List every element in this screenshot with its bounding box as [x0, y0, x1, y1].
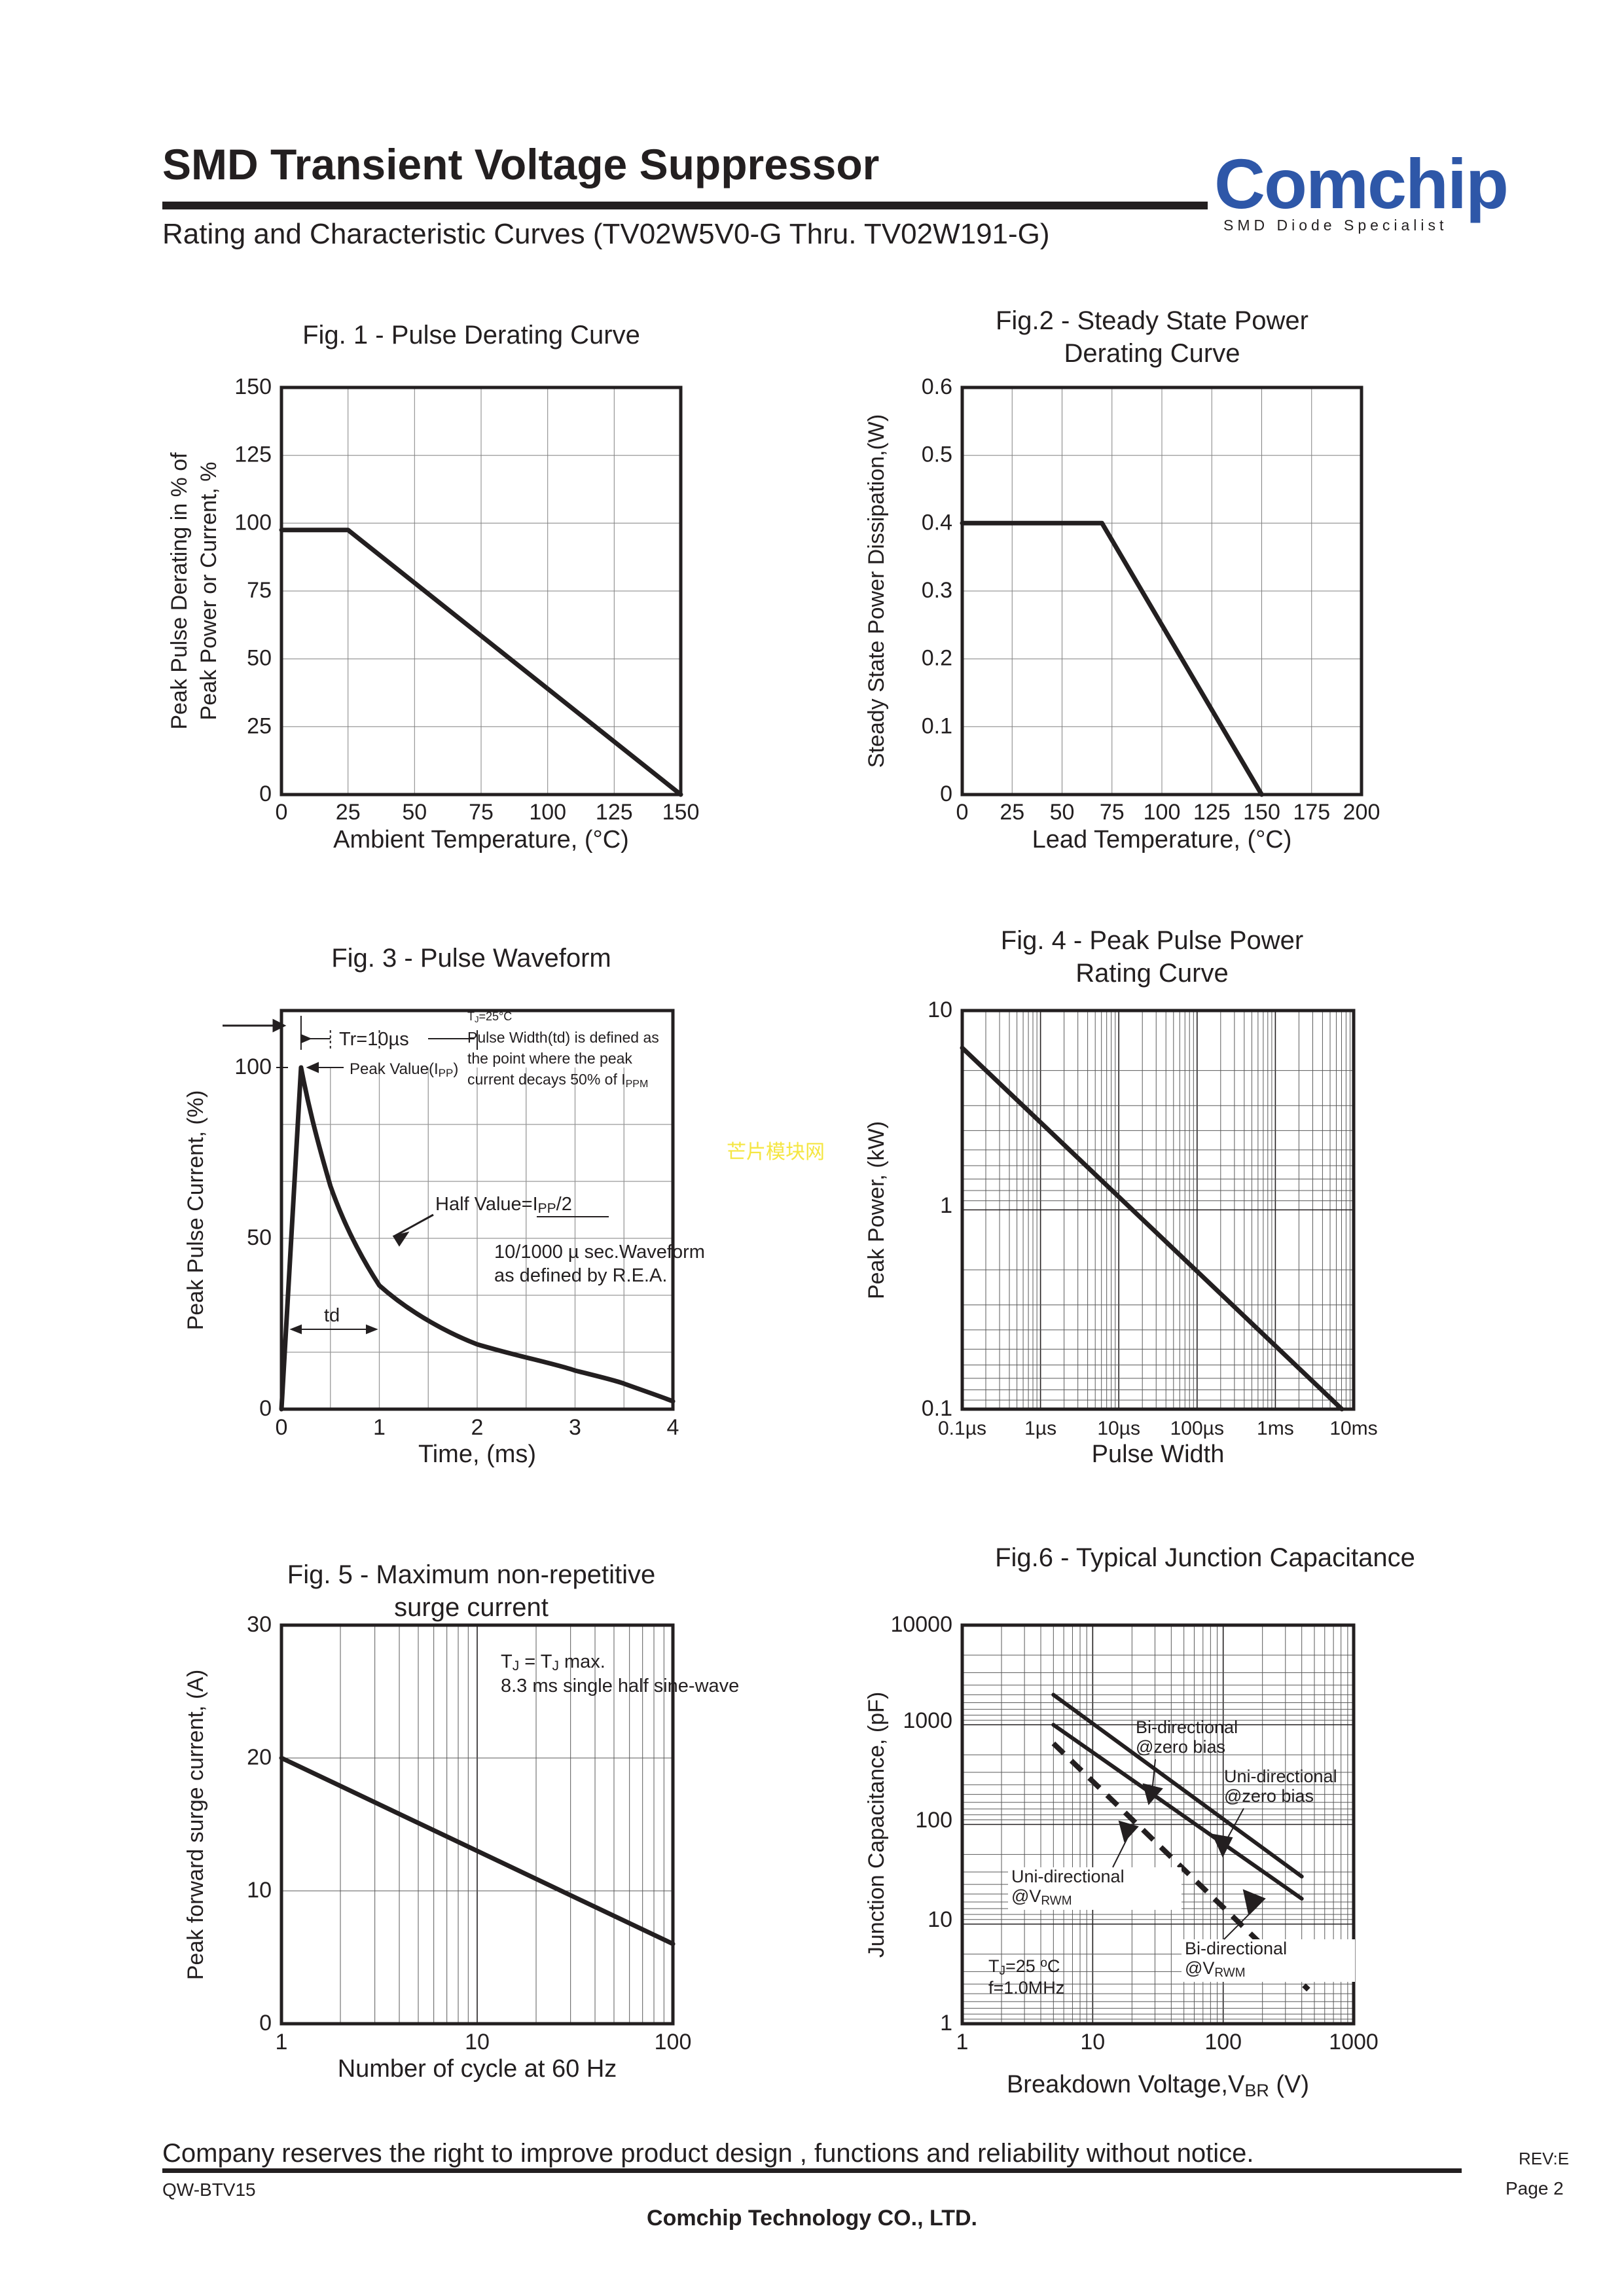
svg-text:125: 125	[1193, 800, 1231, 825]
svg-text:Ambient Temperature, (°C): Ambient Temperature, (°C)	[333, 826, 629, 853]
svg-text:100: 100	[1144, 800, 1181, 825]
svg-text:175: 175	[1293, 800, 1330, 825]
svg-text:0: 0	[276, 1415, 288, 1440]
svg-text:10: 10	[465, 2030, 490, 2054]
svg-text:Uni-directional: Uni-directional	[1224, 1767, 1337, 1786]
svg-text:Bi-directional: Bi-directional	[1185, 1939, 1287, 1958]
svg-text:1: 1	[276, 2030, 288, 2054]
svg-text:20: 20	[247, 1745, 272, 1770]
svg-text:Half Value=IPP/2: Half Value=IPP/2	[435, 1194, 572, 1216]
svg-text:Peak Pulse Current, (%): Peak Pulse Current, (%)	[183, 1090, 208, 1331]
svg-text:the point where the peak: the point where the peak	[467, 1050, 632, 1067]
svg-text:TJ=25°C: TJ=25°C	[467, 1010, 512, 1024]
svg-text:150: 150	[234, 374, 272, 399]
svg-text:Peak forward surge current, (A: Peak forward surge current, (A)	[183, 1670, 208, 1980]
svg-text:50: 50	[247, 1225, 272, 1250]
svg-text:0: 0	[259, 781, 272, 806]
svg-text:0: 0	[940, 781, 952, 806]
svg-text:125: 125	[234, 442, 272, 467]
svg-text:TJ=25 oC: TJ=25 oC	[988, 1956, 1060, 1978]
svg-text:2: 2	[471, 1415, 484, 1440]
svg-text:0.4: 0.4	[922, 510, 952, 535]
svg-text:100: 100	[529, 800, 566, 825]
svg-text:current decays 50% of IPPM: current decays 50% of IPPM	[467, 1071, 648, 1090]
svg-text:0.1µs: 0.1µs	[938, 1418, 986, 1439]
svg-text:0: 0	[276, 800, 288, 825]
svg-text:TJ = TJ max.: TJ = TJ max.	[501, 1651, 605, 1674]
svg-text:0.2: 0.2	[922, 646, 952, 671]
svg-text:75: 75	[1100, 800, 1125, 825]
svg-text:25: 25	[247, 713, 272, 738]
svg-text:Pulse Width: Pulse Width	[1092, 1441, 1225, 1468]
svg-text:10: 10	[1080, 2030, 1105, 2054]
svg-text:150: 150	[1243, 800, 1280, 825]
svg-text:10ms: 10ms	[1329, 1418, 1377, 1439]
svg-text:100µs: 100µs	[1170, 1418, 1224, 1439]
svg-text:100: 100	[655, 2030, 692, 2054]
svg-text:1ms: 1ms	[1257, 1418, 1294, 1439]
svg-text:125: 125	[596, 800, 633, 825]
svg-text:75: 75	[469, 800, 494, 825]
svg-text:1: 1	[940, 2011, 952, 2036]
svg-text:Junction Capacitance, (pF): Junction Capacitance, (pF)	[864, 1692, 889, 1958]
svg-text:10: 10	[247, 1878, 272, 1903]
svg-text:Bi-directional: Bi-directional	[1136, 1717, 1238, 1737]
svg-text:1000: 1000	[1329, 2030, 1379, 2054]
svg-text:0: 0	[956, 800, 969, 825]
svg-text:1µs: 1µs	[1024, 1418, 1056, 1439]
svg-text:SMD Diode Specialist: SMD Diode Specialist	[1223, 217, 1447, 234]
svg-text:1: 1	[373, 1415, 386, 1440]
svg-text:1: 1	[940, 1193, 952, 1218]
svg-text:0.1: 0.1	[922, 713, 952, 738]
svg-text:Number of cycle at 60 Hz: Number of cycle at 60 Hz	[338, 2055, 617, 2083]
svg-text:td: td	[324, 1305, 340, 1326]
svg-text:@zero bias: @zero bias	[1136, 1737, 1225, 1757]
svg-text:10: 10	[928, 997, 952, 1022]
svg-text:Tr=10µs: Tr=10µs	[339, 1029, 409, 1050]
svg-text:f=1.0MHz: f=1.0MHz	[988, 1978, 1064, 1998]
svg-text:Breakdown Voltage,VBR (V): Breakdown Voltage,VBR (V)	[1007, 2071, 1309, 2100]
svg-text:0.5: 0.5	[922, 442, 952, 467]
svg-text:0: 0	[259, 1396, 272, 1421]
svg-text:10µs: 10µs	[1097, 1418, 1140, 1439]
svg-text:100: 100	[1204, 2030, 1242, 2054]
svg-text:100: 100	[915, 1808, 952, 1833]
svg-text:0: 0	[259, 2011, 272, 2036]
svg-text:4: 4	[667, 1415, 679, 1440]
svg-text:10/1000 µ sec.Waveform: 10/1000 µ sec.Waveform	[494, 1242, 705, 1263]
svg-text:100: 100	[234, 510, 272, 535]
svg-text:as defined by R.E.A.: as defined by R.E.A.	[494, 1265, 667, 1286]
svg-text:200: 200	[1343, 800, 1380, 825]
svg-text:0.6: 0.6	[922, 374, 952, 399]
svg-text:Peak Pulse Derating in % of: Peak Pulse Derating in % of	[167, 452, 192, 730]
svg-text:50: 50	[247, 646, 272, 671]
svg-text:Pulse Width(td) is defined as: Pulse Width(td) is defined as	[467, 1029, 659, 1046]
svg-text:Uni-directional: Uni-directional	[1011, 1867, 1125, 1886]
svg-text:Peak Power or Current, %: Peak Power or Current, %	[196, 462, 221, 721]
svg-text:8.3 ms single half sine-wave: 8.3 ms single half sine-wave	[501, 1676, 739, 1696]
svg-text:1: 1	[956, 2030, 969, 2054]
svg-text:10000: 10000	[890, 1612, 952, 1637]
svg-text:100: 100	[234, 1054, 272, 1079]
svg-text:@zero bias: @zero bias	[1224, 1786, 1314, 1806]
svg-text:150: 150	[662, 800, 700, 825]
svg-text:25: 25	[336, 800, 361, 825]
svg-text:3: 3	[569, 1415, 581, 1440]
svg-text:75: 75	[247, 578, 272, 603]
svg-text:30: 30	[247, 1612, 272, 1637]
svg-text:Lead Temperature, (°C): Lead Temperature, (°C)	[1032, 826, 1292, 853]
svg-text:0.3: 0.3	[922, 578, 952, 603]
svg-text:10: 10	[928, 1907, 952, 1932]
svg-text:25: 25	[1000, 800, 1024, 825]
svg-text:50: 50	[1050, 800, 1075, 825]
svg-text:Peak Power, (kW): Peak Power, (kW)	[864, 1121, 889, 1299]
svg-text:Time, (ms): Time, (ms)	[418, 1441, 536, 1468]
svg-text:50: 50	[402, 800, 427, 825]
svg-text:Steady State Power Dissipation: Steady State Power Dissipation,(W)	[864, 414, 889, 768]
svg-text:Comchip: Comchip	[1214, 144, 1507, 223]
svg-text:Peak Value(IPP): Peak Value(IPP)	[350, 1060, 458, 1079]
svg-text:1000: 1000	[903, 1708, 952, 1733]
